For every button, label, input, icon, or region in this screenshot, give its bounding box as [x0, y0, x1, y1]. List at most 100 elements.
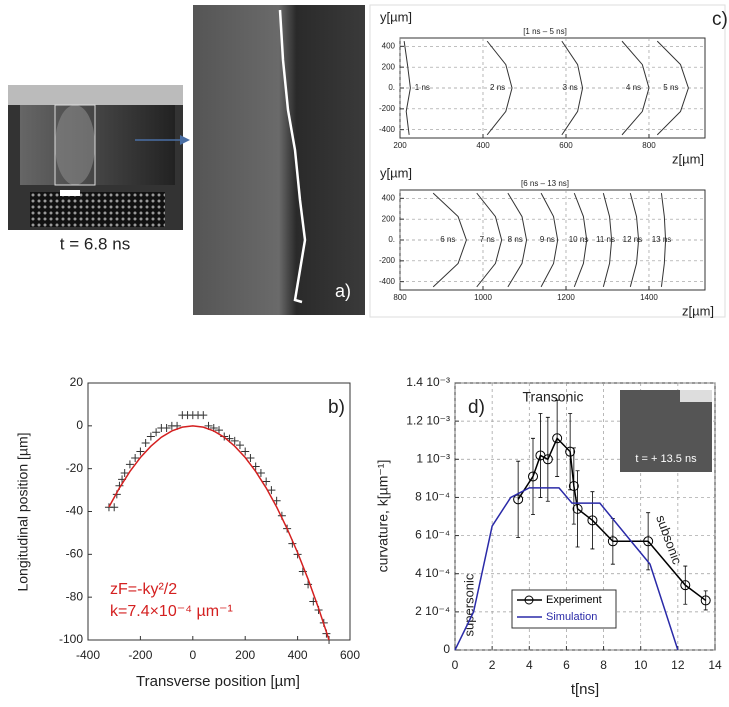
data-point — [607, 536, 618, 547]
data-point — [542, 454, 553, 465]
x-axis-label: Transverse position [µm] — [136, 673, 300, 690]
y-tick-label: 4 10⁻⁴ — [415, 566, 450, 580]
data-point — [568, 480, 579, 491]
x-tick-label: 8 — [600, 658, 607, 672]
data-point — [162, 423, 171, 432]
y-tick-label: -200 — [379, 256, 396, 265]
y-tick-label: 400 — [382, 193, 396, 202]
x-tick-label: -400 — [76, 648, 100, 662]
error-bar — [516, 460, 521, 538]
data-point — [552, 433, 563, 444]
x-tick-label: 12 — [671, 658, 685, 672]
y-tick-label: 20 — [70, 375, 84, 389]
series-line — [629, 192, 640, 288]
y-tick-label: -60 — [66, 547, 84, 561]
series-line — [476, 192, 503, 288]
photo-caption: t = 6.8 ns — [60, 234, 130, 253]
curve-label: 1 ns — [415, 83, 430, 92]
annotation: subsonic — [653, 513, 685, 567]
x-tick-label: 1000 — [474, 293, 492, 302]
error-bar — [703, 590, 708, 611]
y-tick-label: -400 — [379, 277, 396, 286]
x-tick-label: 200 — [235, 648, 255, 662]
y-axis-label: curvature, k[µm⁻¹] — [375, 460, 391, 573]
curve-label: 4 ns — [626, 83, 641, 92]
y-tick-label: -40 — [66, 504, 84, 518]
series-line — [621, 40, 650, 136]
data-point — [215, 426, 223, 435]
x-tick-label: 14 — [708, 658, 722, 672]
data-point — [513, 494, 524, 505]
series-line — [432, 192, 467, 288]
data-point — [262, 477, 271, 486]
data-point — [572, 503, 583, 514]
data-point — [141, 438, 150, 447]
series-line — [540, 192, 559, 288]
x-tick-label: 800 — [642, 141, 656, 150]
y-tick-label: 200 — [382, 62, 396, 71]
x-tick-label: 400 — [288, 648, 308, 662]
curve-label: 11 ns — [596, 235, 615, 244]
data-point — [146, 432, 155, 441]
curve-label: 8 ns — [508, 235, 523, 244]
data-point — [120, 468, 129, 477]
data-point — [110, 503, 119, 512]
y-tick-label: 1 10⁻³ — [416, 451, 450, 465]
data-point — [136, 447, 145, 456]
x-tick-label: 0 — [189, 648, 196, 662]
y-tick-label: 200 — [382, 214, 396, 223]
y-tick-label: -80 — [66, 589, 84, 603]
data-point — [241, 447, 250, 456]
legend-label: Simulation — [546, 611, 597, 623]
series-line — [561, 40, 584, 136]
series-line — [573, 192, 588, 288]
x-axis-label: z[µm] — [682, 303, 714, 318]
series-line — [108, 425, 330, 641]
data-point — [528, 471, 538, 482]
legend-label: Experiment — [546, 594, 602, 606]
data-point — [304, 580, 313, 589]
curve-label: 10 ns — [569, 235, 589, 244]
error-bar — [555, 399, 560, 477]
y-axis-label: y[µm] — [380, 165, 412, 180]
curve-label: 9 ns — [540, 235, 555, 244]
annotation: supersonic — [461, 573, 476, 636]
x-tick-label: 200 — [393, 141, 407, 150]
curve-label: 3 ns — [563, 83, 578, 92]
y-tick-label: 0. — [388, 235, 395, 244]
y-tick-label: 8 10⁻⁴ — [415, 490, 450, 504]
series-line — [656, 40, 689, 136]
series-line — [507, 192, 528, 288]
data-point — [565, 446, 576, 457]
x-tick-label: 2 — [489, 658, 496, 672]
y-tick-label: -400 — [379, 125, 396, 134]
error-bar — [531, 437, 535, 515]
series-line — [602, 192, 613, 288]
series-line — [454, 487, 679, 651]
series-line — [403, 41, 411, 135]
y-tick-label: 1.2 10⁻³ — [406, 413, 450, 427]
annotation: zF=-ky²/2 — [110, 581, 177, 598]
error-bar — [590, 491, 595, 550]
y-tick-label: 400 — [382, 41, 396, 50]
data-point — [131, 453, 140, 462]
y-tick-label: -200 — [379, 104, 396, 113]
data-point — [256, 468, 265, 477]
error-bar — [683, 565, 688, 605]
series-line — [660, 193, 667, 287]
chart-title: [1 ns – 5 ns] — [523, 27, 567, 36]
y-tick-label: -100 — [59, 632, 83, 646]
panel-label: b) — [328, 397, 345, 418]
data-point — [125, 460, 134, 469]
data-point — [230, 436, 239, 445]
data-point — [199, 411, 208, 420]
data-point — [643, 536, 654, 547]
x-tick-label: 600 — [559, 141, 573, 150]
data-point — [267, 486, 276, 495]
chart-title: [6 ns – 13 ns] — [521, 179, 569, 188]
error-bar — [646, 512, 651, 571]
curve-label: 7 ns — [480, 235, 495, 244]
y-axis-label: y[µm] — [380, 9, 412, 24]
curve-label: 6 ns — [440, 235, 455, 244]
x-tick-label: 6 — [563, 658, 570, 672]
